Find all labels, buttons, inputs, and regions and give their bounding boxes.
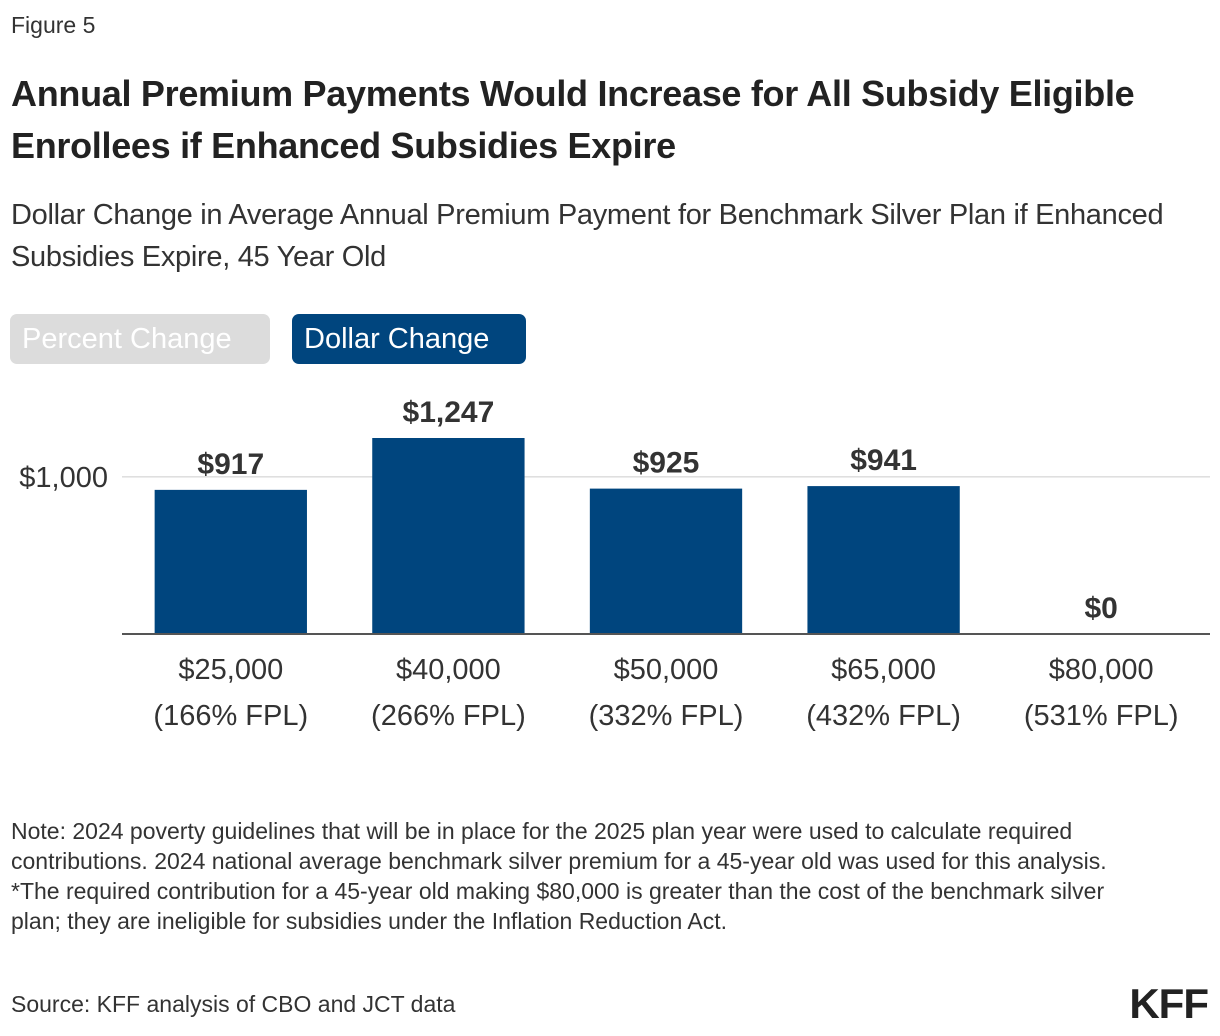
data-label: $917 [197, 448, 264, 481]
bar [807, 486, 960, 634]
x-tick-label: (432% FPL) [806, 700, 961, 732]
data-label: $1,247 [403, 396, 495, 429]
percent-change-toggle[interactable]: Percent Change [10, 314, 270, 364]
note-footnote: *The required contribution for a 45-year… [11, 878, 1105, 934]
note-paragraph: Note: 2024 poverty guidelines that will … [11, 818, 1107, 874]
x-tick-label: (531% FPL) [1024, 700, 1179, 732]
figure-label: Figure 5 [11, 12, 96, 38]
source-text: Source: KFF analysis of CBO and JCT data [11, 991, 456, 1017]
chart-subtitle: Dollar Change in Average Annual Premium … [11, 199, 1164, 273]
x-tick-label: $25,000 [178, 654, 283, 686]
bar [372, 438, 525, 634]
chart-note: Note: 2024 poverty guidelines that will … [11, 816, 1131, 936]
bar [589, 488, 743, 634]
bar-chart: $1,000 $917 $25,000 (166% FPL) $1,247 $40,000… [19, 396, 1210, 732]
y-tick-label: $1,000 [19, 462, 108, 494]
x-tick-label: $80,000 [1049, 654, 1154, 686]
dollar-change-toggle[interactable]: Dollar Change [292, 314, 526, 364]
x-tick-label: (266% FPL) [371, 700, 526, 732]
x-tick-label: (332% FPL) [589, 700, 744, 732]
x-tick-label: $40,000 [396, 654, 501, 686]
x-tick-label: $65,000 [831, 654, 936, 686]
data-label: $925 [633, 447, 700, 480]
bar [154, 489, 307, 634]
x-tick-label: (166% FPL) [153, 700, 308, 732]
data-label: $941 [850, 444, 917, 477]
kff-logo: KFF [1129, 980, 1209, 1027]
data-label: $0 [1085, 592, 1118, 625]
chart-title: Annual Premium Payments Would Increase f… [11, 73, 1135, 166]
x-tick-label: $50,000 [614, 654, 719, 686]
